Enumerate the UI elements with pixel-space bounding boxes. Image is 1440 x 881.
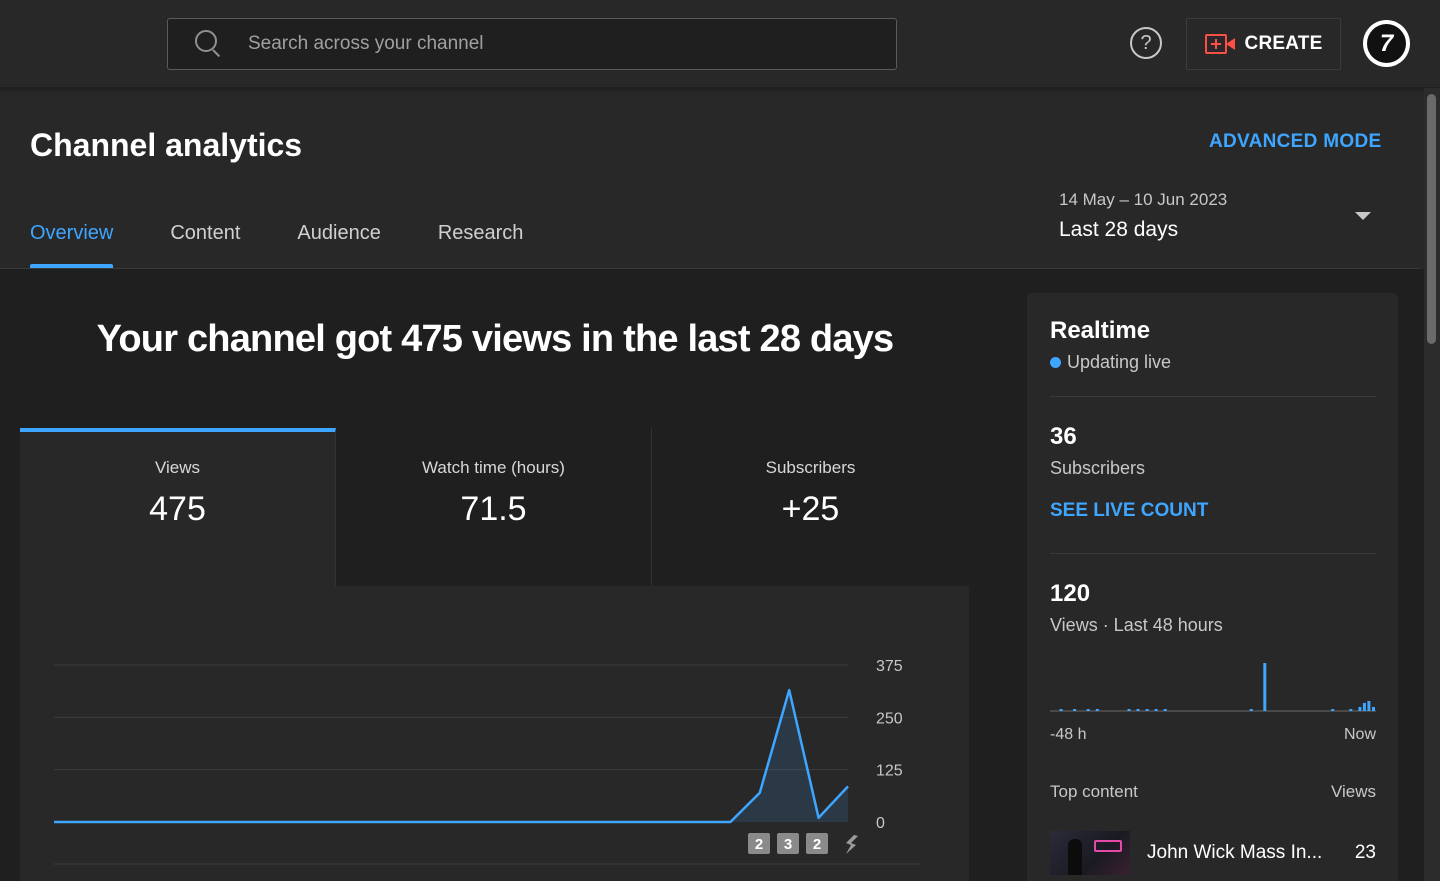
realtime-bar	[1136, 709, 1140, 711]
date-range-label: Last 28 days	[1059, 218, 1179, 241]
realtime-status: Updating live	[1050, 352, 1171, 373]
y-tick-label: 250	[876, 710, 903, 727]
page-scrollbar[interactable]	[1424, 88, 1440, 881]
avatar[interactable]: 7	[1363, 20, 1410, 67]
see-live-count-button[interactable]: SEE LIVE COUNT	[1050, 500, 1209, 521]
realtime-bar	[1154, 709, 1158, 711]
create-button[interactable]: CREATE	[1186, 18, 1341, 70]
realtime-bar	[1349, 709, 1353, 711]
date-range-selector[interactable]: 14 May – 10 Jun 2023 Last 28 days	[1059, 190, 1379, 248]
views-area	[54, 690, 848, 822]
tab-content[interactable]: Content	[170, 222, 241, 244]
marker-badge	[748, 833, 770, 854]
y-tick-label: 375	[876, 658, 903, 675]
metric-value: 475	[149, 490, 206, 528]
metric-value: 71.5	[460, 490, 527, 528]
realtime-card: Realtime Updating live 36 Subscribers SE…	[1027, 293, 1398, 881]
divider	[1050, 396, 1376, 397]
caret-down-icon	[1355, 212, 1371, 220]
metric-label: Subscribers	[765, 458, 856, 477]
metric-watch-time[interactable]: Watch time (hours) 71.5	[336, 428, 652, 586]
header-divider	[0, 268, 1420, 269]
marker-badge	[806, 833, 828, 854]
metric-views[interactable]: Views 475	[20, 428, 336, 586]
create-label: CREATE	[1244, 33, 1323, 54]
metrics-card: Views 475 Watch time (hours) 71.5 Subscr…	[20, 428, 969, 881]
realtime-axis-start: -48 h	[1050, 726, 1087, 743]
metric-value: +25	[781, 490, 840, 528]
views-line	[54, 688, 849, 824]
realtime-bar	[1331, 709, 1335, 711]
shorts-icon	[846, 835, 858, 854]
date-range-dates: 14 May – 10 Jun 2023	[1059, 190, 1228, 209]
y-tick-label: 125	[876, 763, 903, 780]
page-title: Channel analytics	[30, 127, 303, 163]
video-plus-icon	[1204, 33, 1235, 55]
top-content-label: Top content	[1050, 782, 1138, 801]
advanced-mode-button[interactable]: ADVANCED MODE	[1209, 131, 1382, 152]
marker-badge	[777, 833, 799, 854]
marker-badge-label: 3	[784, 836, 792, 853]
tab-bar: Overview Content Audience Research	[30, 222, 580, 268]
tab-overview[interactable]: Overview	[30, 222, 114, 268]
marker-badge-label: 2	[755, 836, 763, 853]
realtime-status-text: Updating live	[1067, 352, 1172, 372]
search-input[interactable]	[248, 33, 848, 55]
realtime-bar	[1059, 709, 1063, 711]
realtime-bar	[1073, 709, 1077, 711]
y-tick-label: 0	[876, 815, 885, 832]
avatar-letter: 7	[1367, 24, 1406, 63]
realtime-views-count: 120	[1050, 580, 1091, 607]
realtime-bar	[1372, 707, 1375, 711]
metric-label: Views	[154, 458, 201, 477]
top-content-row[interactable]: John Wick Mass In... 23	[1050, 831, 1376, 875]
scrollbar-thumb[interactable]	[1427, 94, 1436, 344]
search-box[interactable]	[167, 18, 897, 70]
marker-badge-label: 2	[813, 836, 821, 853]
realtime-views-label: Views · Last 48 hours	[1050, 615, 1223, 635]
realtime-bar	[1362, 703, 1366, 711]
realtime-bar	[1249, 709, 1253, 711]
metric-label: Watch time (hours)	[422, 458, 565, 477]
realtime-bar	[1095, 709, 1099, 711]
realtime-bar	[1145, 709, 1149, 711]
realtime-views-chart[interactable]	[1050, 655, 1376, 715]
views-column-label: Views	[1330, 782, 1376, 801]
realtime-bar	[1086, 709, 1090, 711]
realtime-bar	[1163, 709, 1167, 711]
video-title: John Wick Mass In...	[1147, 842, 1323, 863]
realtime-axis-end: Now	[1343, 726, 1376, 743]
tab-research[interactable]: Research	[437, 222, 524, 244]
divider	[1050, 553, 1376, 554]
realtime-bar	[1263, 663, 1267, 711]
video-thumbnail[interactable]	[1050, 831, 1130, 875]
realtime-subscribers-label: Subscribers	[1050, 458, 1146, 478]
views-chart[interactable]: 375 250 125 0 2 3 2	[20, 586, 969, 881]
realtime-bar	[1358, 707, 1362, 711]
tab-audience[interactable]: Audience	[297, 222, 381, 244]
realtime-subscribers-count: 36	[1050, 423, 1077, 450]
metric-subscribers[interactable]: Subscribers +25	[652, 428, 969, 586]
top-bar: ? CREATE 7	[0, 0, 1440, 88]
realtime-bar	[1127, 709, 1131, 711]
help-icon[interactable]: ?	[1130, 27, 1162, 59]
video-views: 23	[1354, 842, 1376, 863]
realtime-bar	[1367, 701, 1371, 711]
overview-headline: Your channel got 475 views in the last 2…	[96, 318, 894, 360]
realtime-title: Realtime	[1050, 317, 1151, 344]
search-icon[interactable]	[190, 26, 226, 62]
live-dot-icon	[1050, 357, 1061, 368]
